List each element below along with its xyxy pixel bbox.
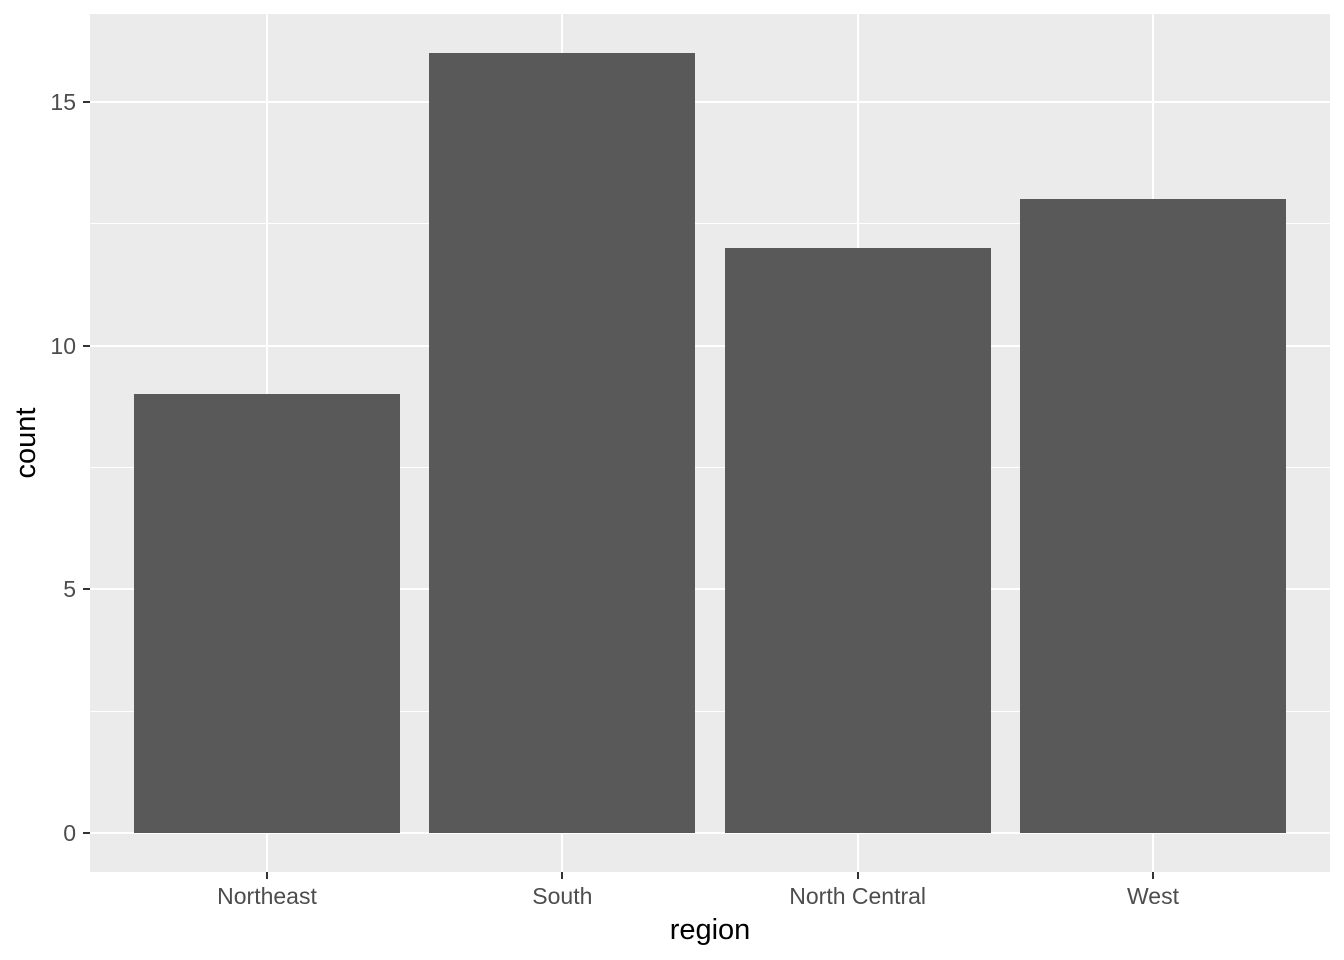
x-tick-label: West (1127, 883, 1179, 909)
y-axis-tick (83, 832, 90, 834)
x-tick-label: Northeast (217, 883, 317, 909)
y-tick-label: 15 (50, 88, 76, 115)
y-tick-label: 10 (50, 332, 76, 359)
y-axis-tick (83, 100, 90, 103)
y-axis-tick (83, 588, 90, 591)
x-tick-label: North Central (789, 883, 927, 909)
y-axis-title: count (10, 407, 42, 479)
x-axis-tick (266, 872, 268, 879)
gridline-major-horizontal (90, 344, 1330, 347)
gridline-minor-horizontal (90, 710, 1330, 712)
x-tick-label: South (532, 883, 593, 909)
gridline-minor-horizontal (90, 466, 1330, 468)
x-axis-tick (856, 872, 859, 879)
x-axis-tick (561, 872, 564, 879)
y-tick-label: 0 (63, 820, 76, 846)
plot-panel (90, 14, 1330, 872)
y-axis-tick (83, 344, 90, 347)
x-axis-tick (1152, 872, 1154, 879)
bar-north-central (724, 248, 991, 833)
gridline-minor-horizontal (90, 223, 1330, 225)
x-axis-title: region (669, 914, 751, 946)
gridline-major-horizontal (90, 832, 1330, 834)
y-tick-label: 5 (63, 576, 76, 603)
gridline-major-horizontal (90, 100, 1330, 103)
gridline-major-horizontal (90, 588, 1330, 591)
bar-west (1020, 199, 1286, 833)
bar-south (429, 53, 696, 833)
bar-northeast (134, 394, 400, 833)
